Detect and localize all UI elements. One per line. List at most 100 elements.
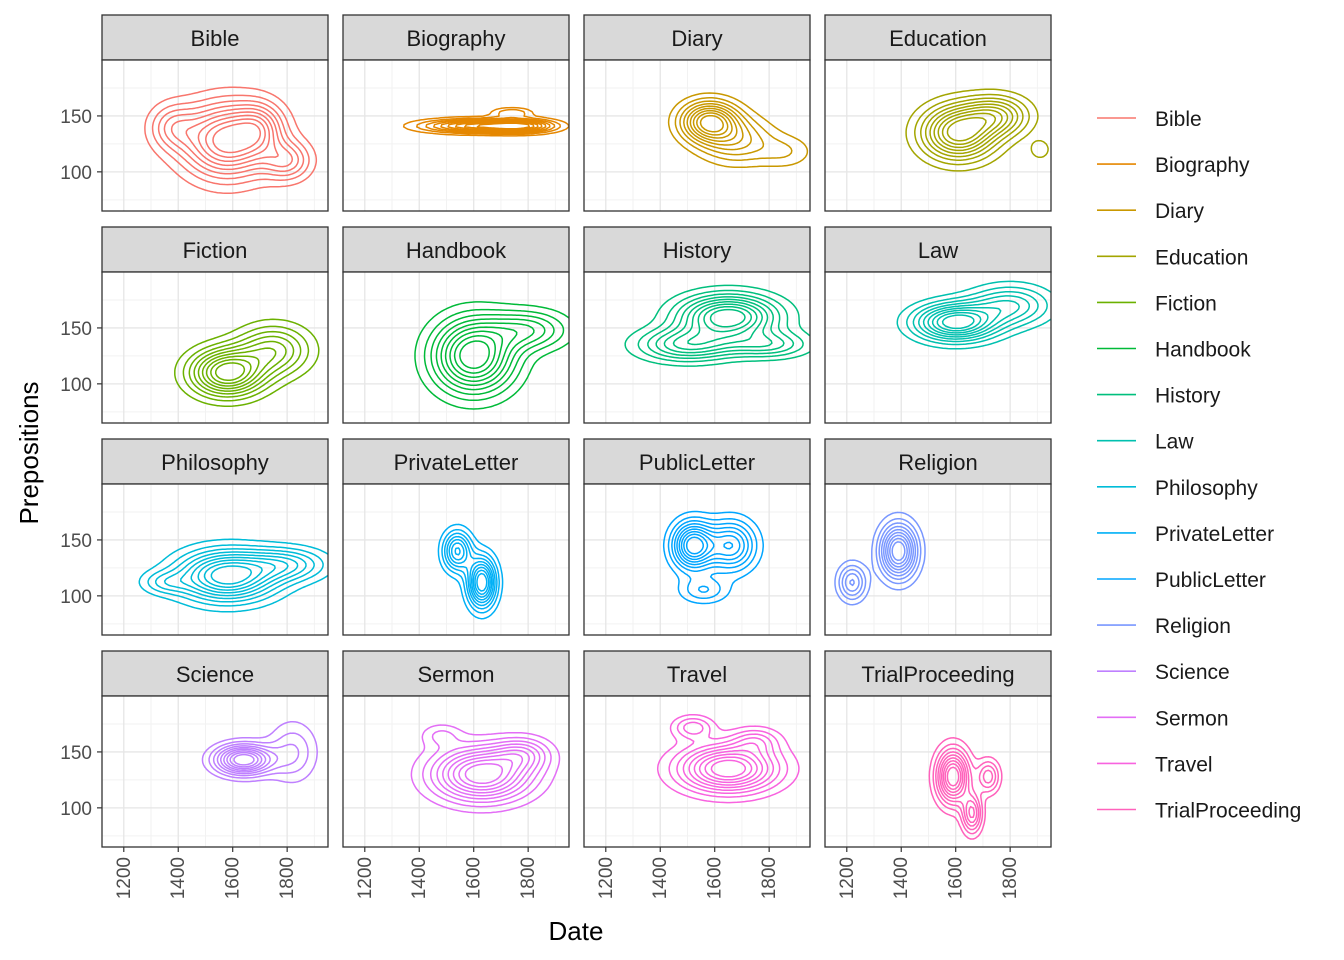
contour-line [447, 749, 530, 794]
panel-border [342, 271, 570, 424]
density-contours [201, 720, 318, 784]
facet-strip [101, 650, 329, 697]
panel-border [342, 59, 570, 212]
contour-line [924, 100, 1019, 158]
facet-strip-label: Fiction [183, 238, 248, 263]
contour-line [182, 325, 310, 402]
contour-line [436, 743, 541, 800]
contour-line [226, 750, 263, 770]
contour-line [214, 362, 246, 382]
contour-line [922, 299, 1020, 338]
legend-item: Handbook [1097, 339, 1251, 362]
legend-label: TrialProceeding [1155, 800, 1301, 823]
contour-line [841, 522, 919, 596]
facet-strip [342, 14, 570, 61]
contour-line [912, 290, 1039, 343]
contour-line [637, 289, 804, 363]
facet-privateletter: PrivateLetter [342, 438, 570, 636]
contour-line [163, 551, 307, 600]
contour-line [918, 295, 1031, 340]
facet-diary: Diary [583, 14, 811, 212]
panel-border [583, 271, 811, 424]
contour-line [444, 326, 518, 382]
contour-line [688, 742, 769, 789]
facet-strip [101, 438, 329, 485]
contour-line [844, 525, 917, 592]
legend-item: Sermon [1097, 707, 1229, 730]
contour-line [676, 721, 781, 795]
legend-label: Philosophy [1155, 477, 1258, 500]
legend-item: TrialProceeding [1097, 800, 1301, 823]
facet-strip [824, 650, 1052, 697]
contour-line [662, 510, 764, 605]
contour-line [941, 314, 975, 330]
contour-line [170, 107, 294, 171]
contour-line [906, 286, 1048, 346]
density-contours [656, 713, 800, 804]
facet-strip [583, 650, 811, 697]
panel-grid [825, 696, 1051, 847]
density-contours [414, 301, 569, 410]
contour-line [193, 335, 295, 395]
contour-line [433, 118, 551, 134]
contour-line [896, 280, 1051, 350]
contour-line [205, 355, 260, 387]
panel-border [824, 483, 1052, 636]
contour-line [683, 103, 752, 151]
contour-line [440, 322, 535, 387]
facet-strip [583, 226, 811, 273]
contour-line [441, 528, 500, 614]
panel-border [101, 695, 329, 848]
facet-strip-label: TrialProceeding [861, 662, 1014, 687]
facet-strip [583, 438, 811, 485]
contour-line [698, 753, 758, 784]
facet-strip-label: Science [176, 662, 254, 687]
contour-line [410, 724, 561, 814]
legend-label: Bible [1155, 108, 1202, 131]
contour-line [423, 308, 565, 402]
panel-border [101, 59, 329, 212]
contour-line [210, 565, 253, 585]
contour-line [682, 737, 775, 791]
legend-label: Diary [1155, 200, 1205, 223]
y-axis-title: Prepositions [14, 381, 44, 524]
facet-travel: Travel [583, 650, 811, 848]
density-contours [138, 538, 328, 613]
facet-strip [824, 438, 1052, 485]
y-axes: 100 150 100 150 100 150 100 150 [60, 107, 102, 820]
contour-line [216, 745, 279, 775]
facet-law: Law [824, 226, 1052, 424]
density-contours [402, 106, 569, 137]
contour-line [188, 330, 302, 398]
contour-line [454, 547, 491, 598]
density-contours [662, 510, 764, 605]
panel-border [101, 483, 329, 636]
contour-line [668, 717, 789, 798]
contour-line [157, 99, 305, 180]
contour-line [696, 112, 729, 136]
facet-strip-label: Philosophy [161, 450, 269, 475]
facet-strip [824, 226, 1052, 273]
legend-label: PrivateLetter [1155, 523, 1274, 546]
x-tick-label: 1600 [946, 857, 967, 899]
contour-line [667, 516, 758, 600]
legend-item: PublicLetter [1097, 569, 1266, 592]
contour-line [889, 537, 908, 565]
legend-item: Education [1097, 246, 1248, 269]
contour-line [174, 318, 320, 408]
legend-label: Handbook [1155, 339, 1251, 362]
contour-line [452, 753, 524, 791]
legend-label: Travel [1155, 753, 1213, 776]
facet-strip-label: History [663, 238, 731, 263]
density-contours [174, 318, 320, 408]
contour-line [402, 106, 569, 137]
contour-line [674, 97, 793, 161]
contour-line [201, 347, 277, 390]
y-tick-label: 150 [60, 743, 92, 764]
facet-strip-label: PublicLetter [639, 450, 755, 475]
contour-line [144, 86, 318, 195]
facet-religion: Religion [824, 438, 1052, 636]
contour-line [476, 122, 531, 130]
contour-line [905, 88, 1049, 172]
